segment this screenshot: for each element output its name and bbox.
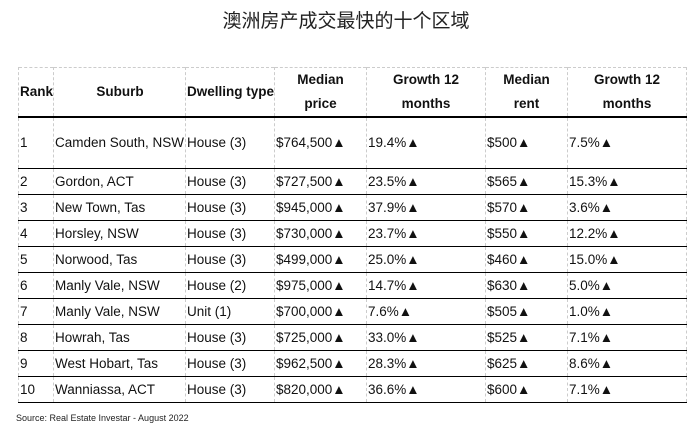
table-row: 9 West Hobart, Tas House (3) $962,500▲ 28.3%… [18, 350, 687, 376]
cell-median-price: $700,000▲ [274, 298, 367, 324]
cell-price-growth: 23.7%▲ [366, 220, 486, 246]
cell-rank: 8 [18, 324, 54, 350]
table-row: 6 Manly Vale, NSW House (2) $975,000▲ 14.7%▲… [18, 272, 687, 298]
cell-median-price: $820,000▲ [274, 376, 367, 402]
cell-price-growth: 23.5%▲ [366, 168, 486, 194]
header-price-growth: Growth 12 months [366, 67, 486, 117]
cell-median-rent: $625▲ [485, 350, 568, 376]
cell-rank: 3 [18, 194, 54, 220]
cell-dwelling-type: House (3) [185, 220, 275, 246]
table-row: 8 Howrah, Tas House (3) $725,000▲ 33.0%▲ $525… [18, 324, 687, 350]
cell-median-price: $499,000▲ [274, 246, 367, 272]
table-row: 5 Norwood, Tas House (3) $499,000▲ 25.0%▲ $46… [18, 246, 687, 272]
cell-median-rent: $600▲ [485, 376, 568, 402]
cell-suburb: Howrah, Tas [53, 324, 186, 350]
cell-median-price: $725,000▲ [274, 324, 367, 350]
cell-rank: 2 [18, 168, 54, 194]
cell-rent-growth: 1.0%▲ [567, 298, 687, 324]
page-title: 澳洲房产成交最快的十个区域 [222, 10, 470, 32]
cell-median-rent: $505▲ [485, 298, 568, 324]
cell-median-rent: $460▲ [485, 246, 568, 272]
suburb-table: Rank Suburb Dwelling type Median price G… [18, 67, 687, 403]
source-note: Source: Real Estate Investar - August 20… [16, 413, 189, 423]
table-row: 4 Horsley, NSW House (3) $730,000▲ 23.7%▲ $55… [18, 220, 687, 246]
header-suburb: Suburb [53, 67, 186, 117]
cell-dwelling-type: House (3) [185, 376, 275, 402]
header-rent-growth: Growth 12 months [567, 67, 687, 117]
table-row: 2 Gordon, ACT House (3) $727,500▲ 23.5%▲ $565… [18, 168, 687, 194]
cell-suburb: New Town, Tas [53, 194, 186, 220]
cell-price-growth: 33.0%▲ [366, 324, 486, 350]
cell-median-price: $764,500▲ [274, 117, 367, 168]
header-median-rent: Median rent [485, 67, 568, 117]
cell-rank: 7 [18, 298, 54, 324]
cell-suburb: Norwood, Tas [53, 246, 186, 272]
cell-suburb: Manly Vale, NSW [53, 272, 186, 298]
cell-rank: 5 [18, 246, 54, 272]
cell-median-rent: $570▲ [485, 194, 568, 220]
cell-rank: 6 [18, 272, 54, 298]
header-rank: Rank [18, 67, 54, 117]
cell-rent-growth: 12.2%▲ [567, 220, 687, 246]
cell-rank: 1 [18, 117, 54, 168]
cell-dwelling-type: House (2) [185, 272, 275, 298]
cell-rent-growth: 7.1%▲ [567, 324, 687, 350]
cell-median-price: $975,000▲ [274, 272, 367, 298]
table-row: 10 Wanniassa, ACT House (3) $820,000▲ 36.6%▲… [18, 376, 687, 402]
cell-rent-growth: 7.5%▲ [567, 117, 687, 168]
cell-price-growth: 36.6%▲ [366, 376, 486, 402]
cell-median-rent: $630▲ [485, 272, 568, 298]
cell-median-price: $727,500▲ [274, 168, 367, 194]
cell-dwelling-type: House (3) [185, 168, 275, 194]
cell-suburb: Horsley, NSW [53, 220, 186, 246]
cell-rank: 4 [18, 220, 54, 246]
cell-median-price: $962,500▲ [274, 350, 367, 376]
cell-rent-growth: 7.1%▲ [567, 376, 687, 402]
cell-rent-growth: 8.6%▲ [567, 350, 687, 376]
cell-price-growth: 25.0%▲ [366, 246, 486, 272]
header-median-price: Median price [274, 67, 367, 117]
header-dwelling-type: Dwelling type [185, 67, 275, 117]
cell-rent-growth: 5.0%▲ [567, 272, 687, 298]
cell-dwelling-type: House (3) [185, 350, 275, 376]
cell-suburb: Wanniassa, ACT [53, 376, 186, 402]
cell-dwelling-type: Unit (1) [185, 298, 275, 324]
cell-suburb: Gordon, ACT [53, 168, 186, 194]
cell-median-rent: $525▲ [485, 324, 568, 350]
cell-median-rent: $550▲ [485, 220, 568, 246]
cell-suburb: West Hobart, Tas [53, 350, 186, 376]
cell-rent-growth: 15.3%▲ [567, 168, 687, 194]
cell-rent-growth: 15.0%▲ [567, 246, 687, 272]
cell-rank: 9 [18, 350, 54, 376]
cell-price-growth: 7.6%▲ [366, 298, 486, 324]
table-row: 7 Manly Vale, NSW Unit (1) $700,000▲ 7.6%▲ $5… [18, 298, 687, 324]
cell-price-growth: 14.7%▲ [366, 272, 486, 298]
cell-rent-growth: 3.6%▲ [567, 194, 687, 220]
cell-suburb: Manly Vale, NSW [53, 298, 186, 324]
cell-median-rent: $565▲ [485, 168, 568, 194]
cell-price-growth: 19.4%▲ [366, 117, 486, 168]
cell-dwelling-type: House (3) [185, 194, 275, 220]
cell-median-price: $730,000▲ [274, 220, 367, 246]
table-row: 1 Camden South, NSW House (3) $764,500▲ 19.4… [18, 117, 687, 168]
table-header-row: Rank Suburb Dwelling type Median price G… [18, 67, 687, 117]
cell-dwelling-type: House (3) [185, 324, 275, 350]
cell-suburb: Camden South, NSW [53, 117, 186, 168]
cell-price-growth: 28.3%▲ [366, 350, 486, 376]
cell-rank: 10 [18, 376, 54, 402]
cell-median-rent: $500▲ [485, 117, 568, 168]
cell-price-growth: 37.9%▲ [366, 194, 486, 220]
cell-median-price: $945,000▲ [274, 194, 367, 220]
cell-dwelling-type: House (3) [185, 246, 275, 272]
cell-dwelling-type: House (3) [185, 117, 275, 168]
table-row: 3 New Town, Tas House (3) $945,000▲ 37.9%▲ $5… [18, 194, 687, 220]
